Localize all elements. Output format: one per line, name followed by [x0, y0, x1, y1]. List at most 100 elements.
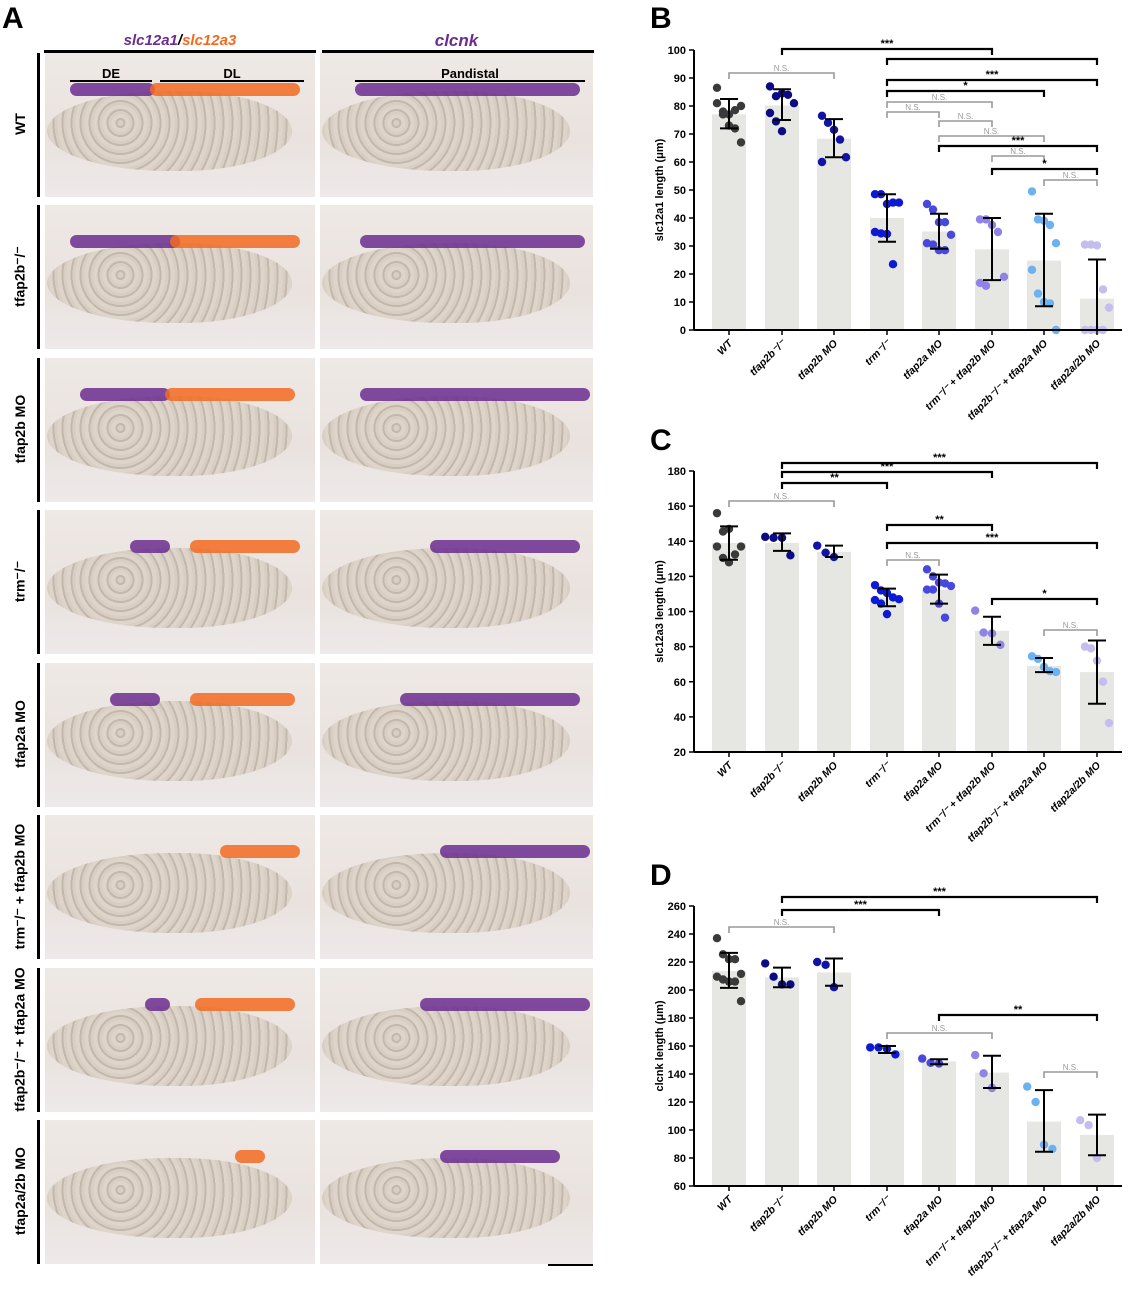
- significance-bracket: [885, 78, 1099, 86]
- y-tick-label: 20: [674, 747, 686, 759]
- y-tick-label: 140: [668, 536, 686, 548]
- segment-pandistal-label: Pandistal: [441, 66, 499, 81]
- data-point: [841, 153, 851, 162]
- data-point: [730, 955, 740, 964]
- bar: [1027, 665, 1061, 752]
- data-point: [730, 550, 740, 559]
- data-point: [874, 1043, 883, 1052]
- expression-stripe: [360, 235, 585, 248]
- expression-stripe: [420, 998, 590, 1011]
- significance-label: ***: [986, 532, 1000, 544]
- y-tick-label: 140: [668, 1069, 686, 1081]
- significance-label: *: [963, 80, 968, 92]
- significance-bracket: [938, 120, 993, 127]
- y-tick-label: 200: [668, 985, 686, 997]
- significance-label: N.S.: [1063, 1063, 1079, 1072]
- significance-label: **: [935, 514, 944, 526]
- expression-stripe: [80, 388, 170, 401]
- data-point: [999, 272, 1009, 281]
- data-point: [736, 997, 746, 1006]
- y-tick-label: 100: [668, 45, 686, 57]
- y-tick-label: 180: [668, 466, 686, 478]
- data-point: [922, 199, 932, 209]
- significance-bracket: [780, 895, 1099, 903]
- y-tick-label: 260: [668, 901, 686, 913]
- tissue-shape: [322, 1158, 570, 1238]
- significance-label: ***: [933, 886, 947, 898]
- expression-stripe: [235, 1150, 265, 1163]
- slc12a1-slc12a3-image: [45, 510, 315, 654]
- panel-letter: B: [650, 2, 672, 35]
- bar: [712, 114, 746, 331]
- col2-header: clcnk: [434, 31, 479, 50]
- data-point: [940, 246, 950, 255]
- data-point: [1098, 285, 1108, 294]
- slc12a1-slc12a3-image: [45, 1120, 315, 1264]
- significance-label: N.S.: [1010, 147, 1026, 156]
- data-point: [786, 551, 795, 560]
- y-axis-label: slc12a1 length (μm): [654, 138, 666, 241]
- x-tick-label: WT: [715, 759, 736, 780]
- col2-header-line: [322, 50, 594, 53]
- row-divider: [37, 1120, 40, 1264]
- y-tick-label: 80: [674, 1153, 686, 1165]
- data-point: [730, 977, 740, 986]
- significance-label: ***: [1012, 135, 1026, 147]
- data-point: [946, 230, 956, 239]
- bar: [765, 977, 799, 1186]
- expression-stripe: [70, 83, 155, 96]
- significance-bracket: [885, 523, 994, 531]
- row-divider: [37, 968, 40, 1112]
- data-point: [761, 532, 770, 542]
- significance-bracket: [780, 470, 994, 478]
- slc12a1-slc12a3-image: [45, 205, 315, 349]
- data-point: [712, 83, 722, 93]
- data-point: [1076, 1116, 1085, 1125]
- panel-letter: C: [650, 424, 672, 457]
- tissue-shape: [47, 91, 292, 171]
- significance-bracket: [938, 135, 1045, 142]
- y-tick-label: 80: [674, 101, 686, 113]
- expression-stripe: [130, 540, 170, 553]
- x-tick-label: WT: [715, 1193, 736, 1214]
- y-tick-label: 70: [674, 129, 686, 141]
- tissue-shape: [47, 243, 292, 323]
- y-tick-label: 120: [668, 571, 686, 583]
- row-divider: [37, 510, 40, 654]
- significance-label: ***: [933, 452, 947, 464]
- significance-label: N.S.: [1063, 171, 1079, 180]
- data-point: [1051, 239, 1061, 248]
- x-tick-label: trm⁻/⁻: [863, 759, 894, 790]
- expression-stripe: [170, 235, 300, 248]
- segment-pandistal-line: [355, 80, 585, 82]
- expression-stripe: [355, 83, 580, 96]
- tissue-shape: [322, 701, 570, 781]
- tissue-shape: [322, 853, 570, 933]
- row-divider: [37, 205, 40, 349]
- y-tick-label: 60: [674, 157, 686, 169]
- tissue-shape: [322, 243, 570, 323]
- significance-bracket: [728, 500, 835, 507]
- significance-bracket: [1043, 1071, 1098, 1078]
- tissue-shape: [47, 396, 292, 476]
- data-point: [1086, 644, 1096, 653]
- slc12a1-slc12a3-image: [45, 358, 315, 502]
- data-point: [993, 227, 1003, 237]
- bar: [765, 105, 799, 330]
- y-tick-label: 120: [668, 1097, 686, 1109]
- data-point: [1031, 1097, 1040, 1107]
- data-point: [1045, 220, 1055, 230]
- slc12a1-slc12a3-image: [45, 663, 315, 807]
- significance-bracket: [1043, 179, 1098, 186]
- chart-panel-d: D 60 80 100 120 140 160 180 200 220 240 260 clcnk le…: [650, 859, 1122, 1279]
- significance-label: **: [830, 472, 839, 484]
- x-tick-label: tfap2b⁻/⁻: [747, 1193, 789, 1235]
- data-point: [1104, 718, 1114, 728]
- expression-stripe: [400, 693, 580, 706]
- significance-label: N.S.: [774, 492, 790, 501]
- bar: [975, 630, 1009, 752]
- row-divider: [37, 358, 40, 502]
- expression-stripe: [190, 693, 295, 706]
- y-tick-label: 60: [674, 677, 686, 689]
- expression-stripe: [430, 540, 580, 553]
